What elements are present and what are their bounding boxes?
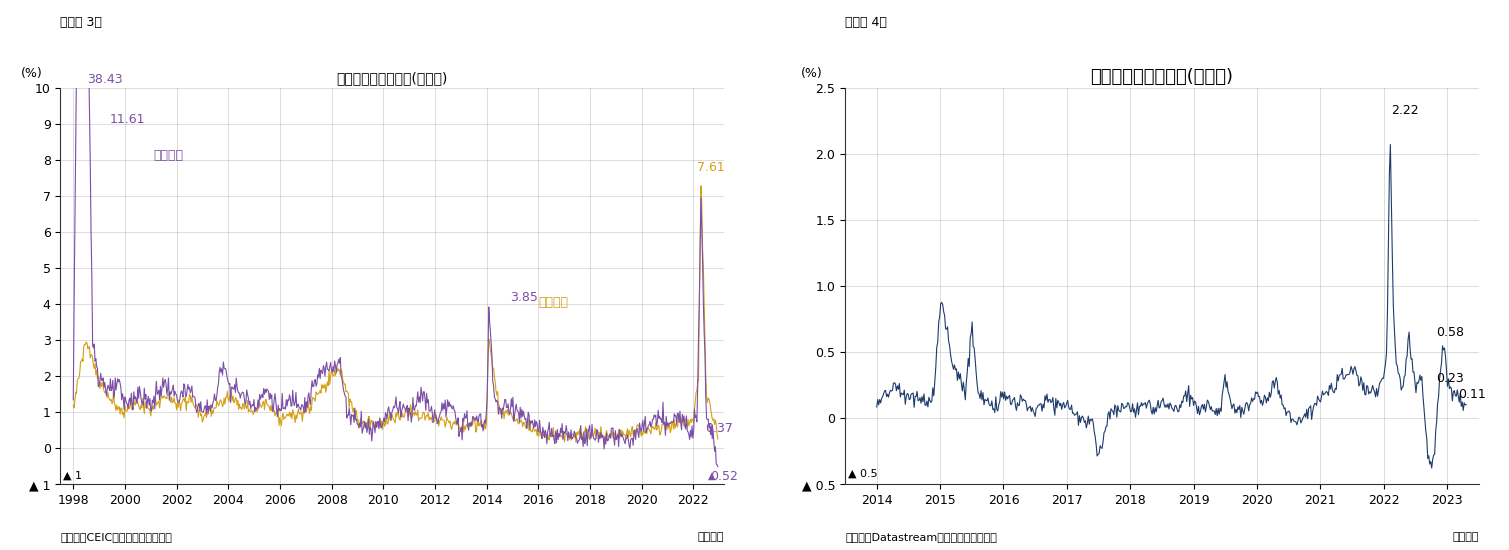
Text: （週次）: （週次） (1452, 531, 1479, 542)
Text: （図表 4）: （図表 4） (845, 16, 887, 30)
Text: （図表 3）: （図表 3） (60, 16, 103, 30)
Text: コア指数: コア指数 (539, 296, 569, 309)
Text: 11.61: 11.61 (110, 113, 145, 126)
Text: 2.22: 2.22 (1391, 104, 1418, 117)
Text: 総合指数: 総合指数 (154, 149, 183, 162)
Text: 0.11: 0.11 (1459, 388, 1486, 401)
Text: （資料）CEIC、ロシア連邦統計局: （資料）CEIC、ロシア連邦統計局 (60, 531, 172, 542)
Text: (%): (%) (801, 67, 822, 80)
Title: ロシアのインフレ率(前週比): ロシアのインフレ率(前週比) (1091, 68, 1233, 86)
Text: 0.52: 0.52 (711, 470, 738, 482)
Text: （月次）: （月次） (697, 531, 724, 542)
Title: ロシアのインフレ率(前月比): ロシアのインフレ率(前月比) (337, 72, 448, 85)
Text: （資料）Datastream、ロシア連邦統計局: （資料）Datastream、ロシア連邦統計局 (845, 531, 997, 542)
Text: 3.85: 3.85 (510, 291, 537, 304)
Text: 38.43: 38.43 (88, 73, 124, 86)
Text: 0.23: 0.23 (1435, 372, 1464, 385)
Text: 0.37: 0.37 (705, 422, 733, 435)
Text: ▲ 0.5: ▲ 0.5 (848, 469, 878, 478)
Text: 0.58: 0.58 (1435, 326, 1464, 339)
Text: 7.61: 7.61 (697, 161, 724, 174)
Text: ▲: ▲ (708, 471, 715, 481)
Text: ▲ 1: ▲ 1 (63, 471, 81, 481)
Text: (%): (%) (21, 67, 42, 80)
